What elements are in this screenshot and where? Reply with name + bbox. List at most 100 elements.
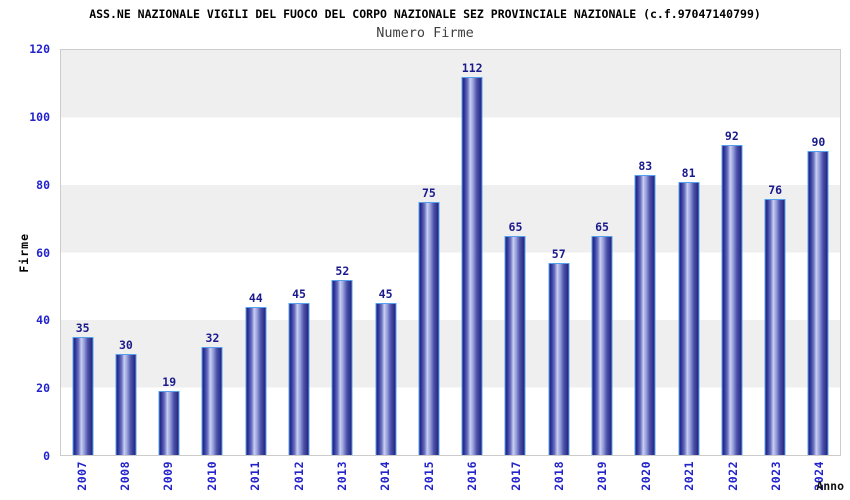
x-tick-label-2007: 2007	[74, 461, 89, 491]
x-axis-tick-labels: 2007 2008 2009 2010 2011 2012 2013 2014 2015 2016…	[60, 461, 841, 491]
bar-slot-2024: 90	[797, 50, 840, 455]
y-tick-label-60: 60	[36, 245, 50, 260]
chart-subtitle: Numero Firme	[376, 25, 474, 41]
x-tick-slot: 2019	[581, 461, 624, 491]
x-tick-label-2023: 2023	[768, 461, 783, 491]
chart-title: ASS.NE NAZIONALE VIGILI DEL FUOCO DEL CO…	[89, 7, 761, 21]
bar-2017[interactable]	[504, 235, 526, 455]
x-tick-label-2008: 2008	[118, 461, 133, 491]
bar-2021[interactable]	[678, 181, 700, 455]
x-tick-label-2009: 2009	[161, 461, 176, 491]
bar-2016[interactable]	[461, 77, 483, 455]
bar-value-label: 19	[162, 374, 177, 389]
bar-slot-2015: 75	[407, 50, 450, 455]
x-tick-label-2011: 2011	[248, 461, 263, 491]
x-tick-slot: 2021	[667, 461, 710, 491]
bar-slot-2012: 45	[277, 50, 320, 455]
x-tick-label-2015: 2015	[421, 461, 436, 491]
x-tick-slot: 2014	[364, 461, 407, 491]
bar-value-label: 57	[551, 246, 566, 261]
x-tick-label-2016: 2016	[465, 461, 480, 491]
bar-value-label: 52	[335, 263, 350, 278]
bar-slot-2021: 81	[667, 50, 710, 455]
bars-layer: 35 30 19 32 44 45 52 45 75 112 65 57 65 83 81 92 76 90	[61, 50, 840, 455]
bar-value-label: 75	[421, 185, 436, 200]
y-tick-label-40: 40	[36, 313, 50, 328]
y-tick-label-0: 0	[43, 449, 50, 463]
bar-value-label: 83	[638, 158, 653, 173]
bar-2014[interactable]	[375, 303, 397, 455]
x-tick-slot: 2012	[277, 461, 320, 491]
bar-slot-2009: 19	[148, 50, 191, 455]
bar-2018[interactable]	[548, 262, 570, 455]
bar-value-label: 112	[461, 61, 483, 75]
x-tick-label-2022: 2022	[725, 461, 740, 491]
bar-value-label: 35	[75, 320, 90, 335]
bar-slot-2017: 65	[494, 50, 537, 455]
x-tick-label-2020: 2020	[638, 461, 653, 491]
bar-value-label: 45	[292, 287, 306, 302]
bar-2022[interactable]	[721, 144, 743, 455]
bar-2010[interactable]	[201, 347, 223, 455]
x-tick-slot: 2020	[624, 461, 667, 491]
bar-slot-2019: 65	[580, 50, 623, 455]
bar-slot-2010: 32	[191, 50, 234, 455]
y-tick-label-120: 120	[29, 42, 50, 56]
x-tick-label-2014: 2014	[378, 461, 393, 491]
bar-slot-2016: 112	[451, 50, 494, 455]
bar-2007[interactable]	[72, 336, 94, 455]
bar-value-label: 81	[681, 165, 696, 180]
bar-2015[interactable]	[418, 201, 440, 455]
bar-value-label: 30	[118, 337, 133, 352]
x-tick-slot: 2016	[451, 461, 494, 491]
bar-2012[interactable]	[288, 303, 310, 455]
bar-2009[interactable]	[158, 390, 180, 455]
bar-2011[interactable]	[245, 306, 267, 455]
x-tick-slot: 2017	[494, 461, 537, 491]
bar-value-label: 32	[205, 331, 220, 346]
x-tick-label-2013: 2013	[335, 461, 350, 491]
x-tick-slot: 2013	[320, 461, 363, 491]
x-tick-slot: 2018	[537, 461, 580, 491]
x-tick-slot: 2015	[407, 461, 450, 491]
bar-value-label: 65	[508, 219, 523, 234]
plot-area: 35 30 19 32 44 45 52 45 75 112 65 57 65 83 81 92 76 90	[60, 49, 841, 456]
bar-slot-2007: 35	[61, 50, 104, 455]
bar-value-label: 65	[595, 219, 609, 234]
x-tick-label-2012: 2012	[291, 461, 306, 491]
bar-2024[interactable]	[807, 151, 829, 455]
x-tick-slot: 2009	[147, 461, 190, 491]
x-tick-slot: 2022	[711, 461, 754, 491]
y-tick-label-80: 80	[36, 177, 50, 192]
x-tick-slot: 2007	[60, 461, 103, 491]
bar-slot-2014: 45	[364, 50, 407, 455]
bar-slot-2020: 83	[624, 50, 667, 455]
bar-slot-2013: 52	[321, 50, 364, 455]
bar-2019[interactable]	[591, 235, 613, 455]
bar-2023[interactable]	[764, 198, 786, 455]
x-tick-slot: 2010	[190, 461, 233, 491]
x-axis-title: Anno	[816, 479, 844, 493]
bar-slot-2022: 92	[710, 50, 753, 455]
bar-2013[interactable]	[331, 279, 353, 455]
x-tick-slot: 2008	[103, 461, 146, 491]
bar-slot-2018: 57	[537, 50, 580, 455]
x-tick-label-2010: 2010	[204, 461, 219, 491]
bar-2020[interactable]	[634, 174, 656, 455]
bar-value-label: 45	[378, 287, 393, 302]
bar-2008[interactable]	[115, 353, 137, 455]
x-tick-slot: 2023	[754, 461, 797, 491]
bar-value-label: 76	[768, 182, 783, 197]
x-tick-label-2021: 2021	[682, 461, 697, 491]
x-tick-label-2018: 2018	[551, 461, 566, 491]
bar-value-label: 44	[248, 290, 263, 305]
bar-slot-2008: 30	[104, 50, 147, 455]
bar-value-label: 92	[724, 128, 739, 143]
x-tick-slot: 2011	[234, 461, 277, 491]
y-axis-tick-labels: 0 20 40 60 80 100 120	[0, 42, 50, 463]
x-tick-label-2019: 2019	[595, 461, 610, 491]
x-tick-label-2017: 2017	[508, 461, 523, 491]
y-tick-label-20: 20	[36, 381, 50, 396]
y-tick-label-100: 100	[29, 109, 50, 124]
